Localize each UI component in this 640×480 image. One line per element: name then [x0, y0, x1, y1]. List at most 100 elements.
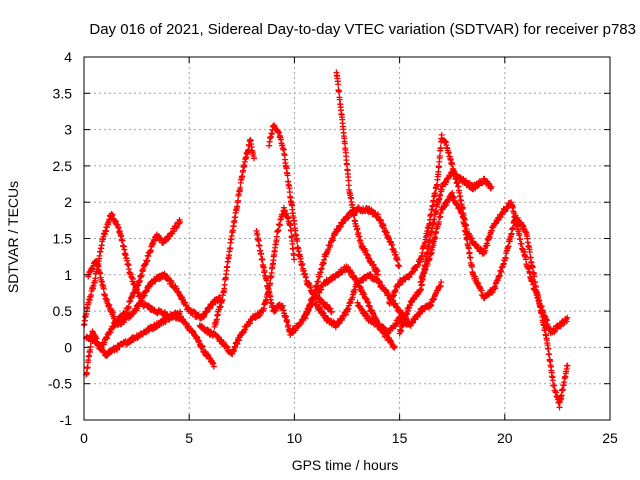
data-point: [177, 308, 184, 315]
data-point: [136, 277, 143, 284]
data-markers: [81, 69, 571, 411]
data-point: [380, 323, 387, 330]
data-point: [391, 343, 398, 350]
y-tick-label: 0: [64, 339, 72, 355]
data-point: [438, 279, 445, 286]
data-point: [564, 314, 571, 321]
data-point: [397, 313, 404, 320]
data-point: [556, 404, 563, 411]
data-point: [432, 190, 439, 197]
series-track-2: [83, 216, 184, 378]
data-point: [221, 281, 228, 288]
x-tick-label: 5: [185, 430, 193, 446]
series-track-3: [85, 258, 224, 328]
data-point: [284, 172, 291, 179]
series-track-7: [266, 122, 335, 316]
data-point: [245, 146, 252, 153]
data-point: [549, 377, 556, 384]
data-point: [429, 202, 436, 209]
data-point: [114, 346, 120, 353]
data-point: [438, 131, 445, 138]
x-tick-label: 20: [497, 430, 513, 446]
data-point: [199, 343, 206, 350]
data-point: [83, 370, 90, 377]
data-point: [275, 227, 282, 234]
y-tick-label: 1: [64, 267, 72, 283]
data-point: [345, 214, 352, 221]
data-point: [374, 211, 381, 218]
data-point: [87, 343, 94, 350]
data-point: [258, 250, 265, 257]
y-tick-label: -1: [60, 412, 73, 428]
data-point: [344, 161, 350, 168]
data-point: [227, 245, 234, 252]
data-point: [250, 155, 257, 162]
y-tick-label: 4: [64, 49, 72, 65]
series-track-4: [83, 308, 184, 359]
data-point: [437, 144, 444, 151]
data-point: [200, 324, 207, 331]
data-point: [426, 237, 433, 244]
data-point: [354, 225, 361, 232]
data-point: [489, 289, 496, 296]
data-point: [433, 209, 440, 216]
data-point: [564, 362, 571, 369]
data-point: [526, 249, 533, 256]
x-axis-label: GPS time / hours: [292, 457, 399, 473]
data-point: [210, 363, 217, 370]
x-tick-label: 25: [602, 430, 618, 446]
data-point: [257, 312, 264, 319]
data-point: [531, 273, 538, 280]
data-point: [425, 243, 432, 250]
data-point: [551, 382, 558, 389]
data-point: [558, 392, 565, 399]
series-track-9: [333, 69, 381, 278]
data-point: [474, 182, 481, 189]
data-point: [437, 191, 444, 198]
data-point: [435, 218, 442, 225]
series-track-5: [211, 136, 257, 330]
data-point: [344, 215, 350, 222]
data-point: [502, 255, 509, 262]
data-point: [394, 256, 401, 263]
data-point: [431, 216, 438, 223]
data-point: [328, 309, 335, 316]
y-tick-label: 0.5: [53, 303, 73, 319]
data-point: [267, 280, 274, 287]
y-tick-label: 2.5: [53, 158, 73, 174]
data-point: [436, 152, 443, 159]
data-point: [263, 277, 270, 284]
data-point: [336, 88, 343, 95]
data-point: [177, 218, 184, 225]
data-point: [151, 324, 158, 331]
data-point: [291, 256, 298, 263]
y-tick-label: 2: [64, 194, 72, 210]
x-tick-label: 15: [392, 430, 408, 446]
data-point: [83, 310, 90, 317]
data-point: [465, 245, 472, 252]
data-point: [335, 81, 342, 88]
y-tick-label: 3.5: [53, 85, 73, 101]
data-point: [400, 316, 407, 323]
data-point: [119, 237, 126, 244]
data-point: [294, 238, 301, 245]
series-track-15: [354, 279, 445, 337]
axis-ticks: 0 5 10 15 20 25 -1 -0.5 0 0.5 1 1.5 2 2.5 3 3.5 4: [48, 49, 618, 446]
series-track-10: [301, 204, 403, 322]
data-point: [255, 312, 262, 319]
x-tick-label: 0: [80, 430, 88, 446]
data-point: [261, 267, 268, 274]
data-point: [546, 351, 553, 358]
data-point: [484, 242, 491, 249]
data-point: [259, 256, 266, 263]
y-tick-label: 1.5: [53, 231, 73, 247]
series-track-6: [196, 204, 298, 357]
data-point: [488, 183, 495, 190]
y-axis-label: SDTVAR / TECUs: [5, 181, 21, 293]
y-tick-label: -0.5: [48, 376, 72, 392]
chart-title: Day 016 of 2021, Sidereal Day-to-day VTE…: [89, 21, 636, 38]
data-point: [545, 345, 552, 352]
data-point: [396, 263, 403, 270]
data-point: [406, 273, 413, 280]
